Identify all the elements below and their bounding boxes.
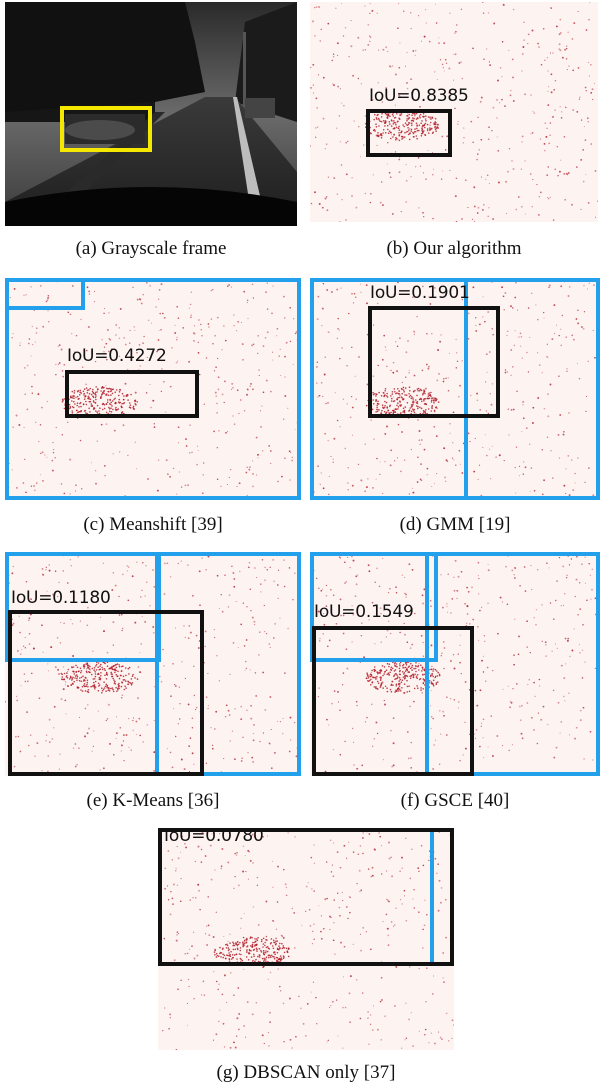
cluster-box (310, 552, 438, 662)
grayscale-road-scene (5, 2, 297, 226)
panel-b-our-algorithm: IoU=0.8385 (310, 2, 598, 222)
iou-label: IoU=0.1901 (370, 283, 470, 303)
event-dots (310, 2, 598, 222)
ground-truth-box (368, 306, 500, 418)
panel-a-caption: (a) Grayscale frame (75, 238, 227, 259)
panel-b-caption: (b) Our algorithm (386, 238, 522, 259)
iou-label: IoU=0.1180 (11, 588, 111, 608)
panel-g-caption: (g) DBSCAN only [37] (216, 1062, 396, 1083)
iou-label: IoU=0.4272 (67, 346, 167, 366)
cluster-box (5, 278, 301, 500)
ground-truth-box (65, 370, 199, 418)
cluster-box (425, 552, 600, 776)
panel-d-caption: (d) GMM [19] (399, 514, 511, 535)
ground-truth-box (8, 610, 204, 776)
cluster-box (310, 278, 468, 500)
cluster-box (5, 552, 161, 662)
panel-g-dbscan-only: IoU=0.0780 (158, 828, 454, 1050)
panel-e-caption: (e) K-Means [36] (86, 790, 220, 811)
panel-f-caption: (f) GSCE [40] (400, 790, 510, 811)
panel-c-caption: (c) Meanshift [39] (83, 514, 223, 535)
highlight-box (60, 106, 152, 152)
panel-c-meanshift: IoU=0.4272 (5, 278, 301, 500)
panel-f-gsce: IoU=0.1549 (310, 552, 600, 776)
iou-label: IoU=0.0780 (164, 828, 264, 846)
iou-label: IoU=0.1549 (314, 602, 414, 622)
ground-truth-box (158, 828, 454, 966)
cluster-box (155, 552, 301, 776)
iou-label: IoU=0.8385 (369, 86, 469, 106)
ground-truth-box (366, 109, 452, 157)
panel-d-gmm: IoU=0.1901 (310, 278, 600, 500)
ground-truth-box (312, 626, 474, 776)
cluster-box (5, 278, 85, 310)
panel-e-kmeans: IoU=0.1180 (5, 552, 301, 776)
panel-a-grayscale-frame (5, 2, 297, 226)
